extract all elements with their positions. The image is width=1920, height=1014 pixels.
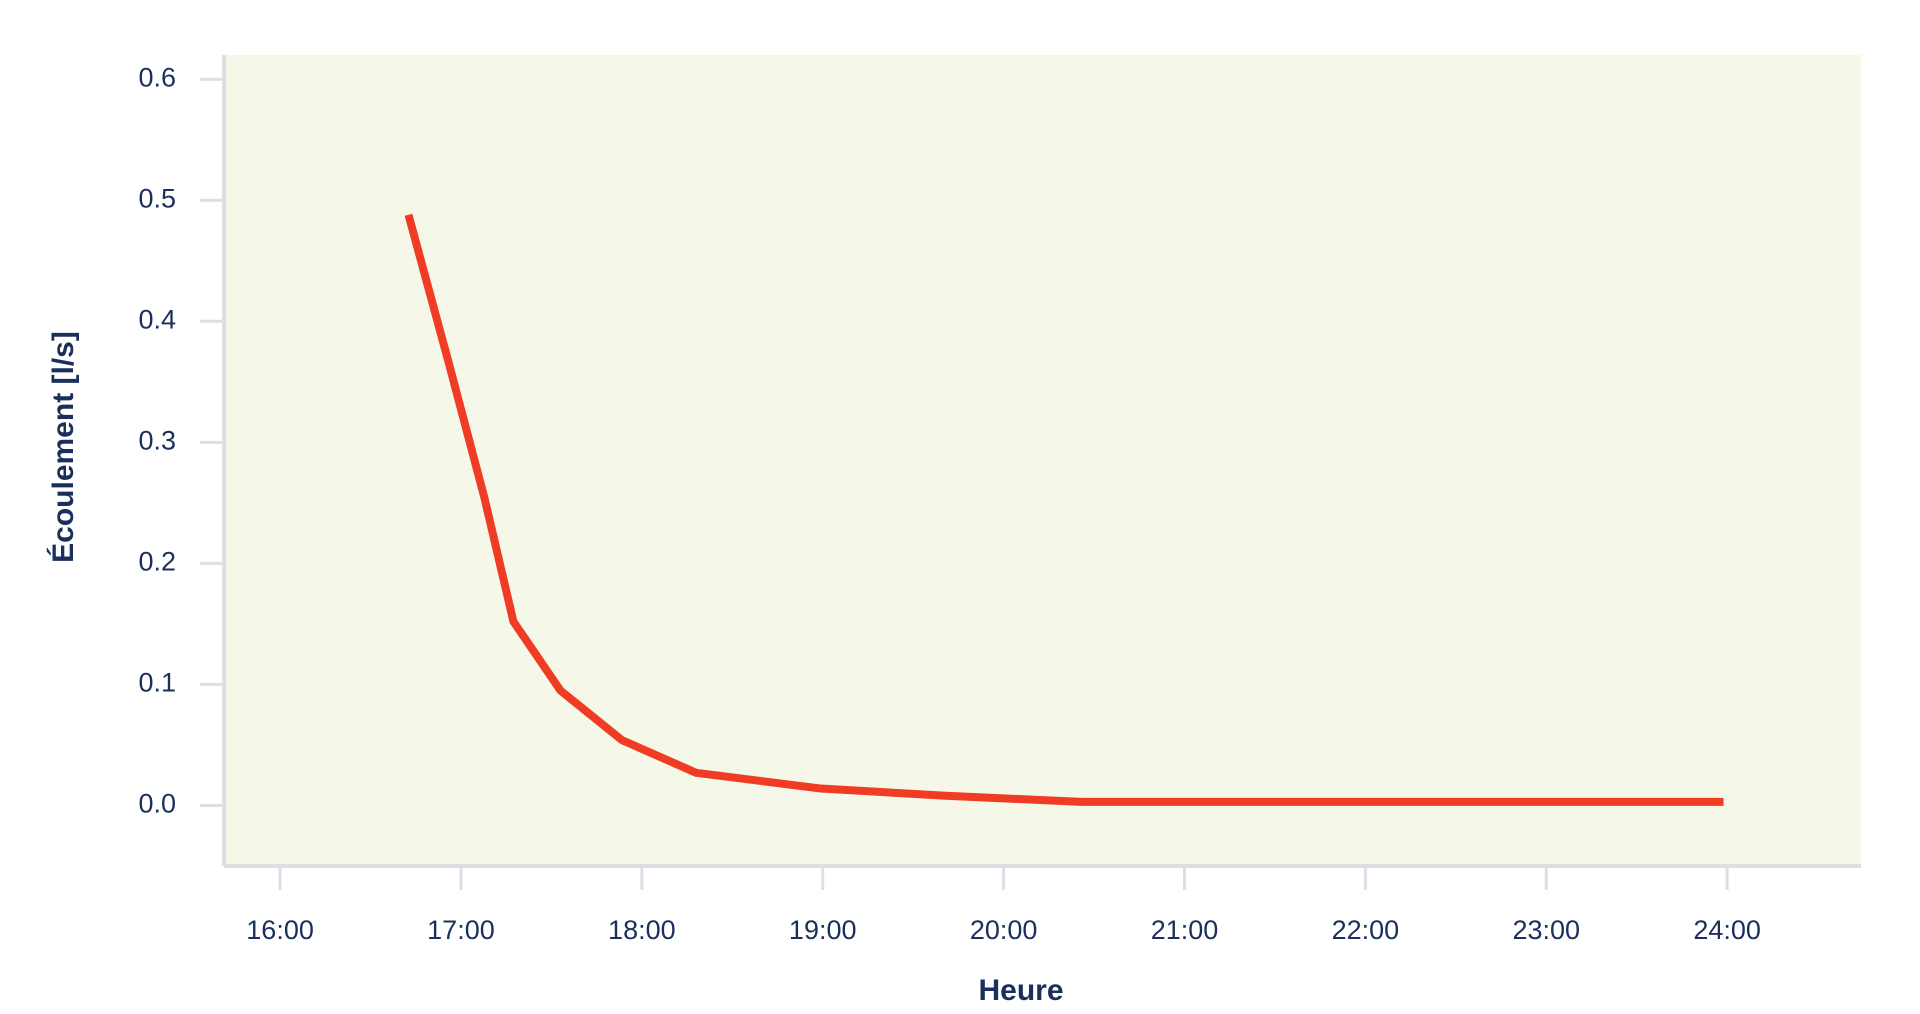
y-tick-label: 0.5 (138, 183, 176, 213)
y-tick-label: 0.2 (138, 547, 176, 577)
x-tick-label: 17:00 (427, 915, 495, 945)
data-line (404, 213, 1724, 806)
y-tick-label: 0.6 (138, 62, 176, 92)
y-axis-title: Écoulement [l/s] (46, 331, 80, 563)
x-tick-label: 18:00 (608, 915, 676, 945)
x-tick-label: 23:00 (1512, 915, 1580, 945)
y-tick-label: 0.1 (138, 668, 176, 698)
x-tick-label: 16:00 (246, 915, 314, 945)
x-axis-title: Heure (978, 974, 1063, 1007)
x-tick-label: 20:00 (970, 915, 1038, 945)
y-tick-label: 0.0 (138, 789, 176, 819)
x-tick-label: 24:00 (1693, 915, 1761, 945)
x-tick-label: 22:00 (1332, 915, 1400, 945)
y-tick-label: 0.3 (138, 425, 176, 455)
x-tick-label: 19:00 (789, 915, 857, 945)
y-tick-label: 0.4 (138, 304, 176, 334)
plot-area (224, 55, 1861, 866)
x-tick-label: 21:00 (1151, 915, 1219, 945)
